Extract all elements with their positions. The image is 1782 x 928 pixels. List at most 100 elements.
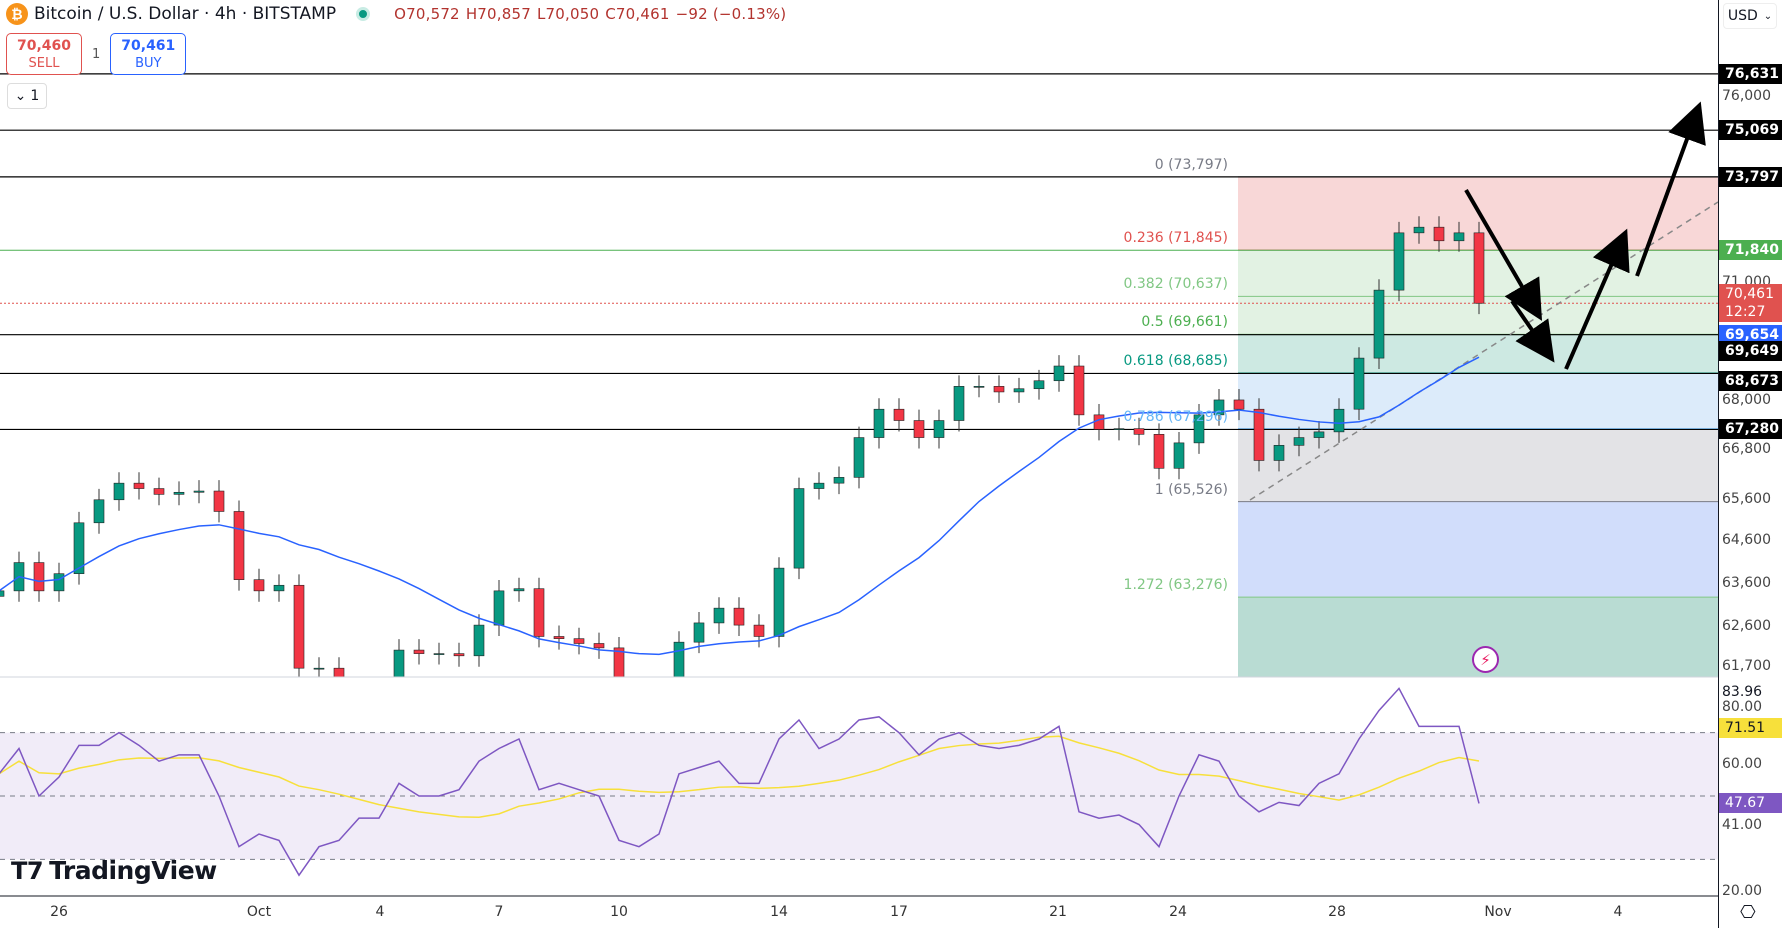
- candle-body: [733, 607, 745, 626]
- candle-body: [593, 643, 605, 649]
- time-label: Oct: [246, 904, 272, 920]
- price-badge: 68,673: [1719, 371, 1782, 392]
- candle-body: [333, 667, 345, 677]
- candle-body: [1173, 442, 1185, 469]
- candle-body: [113, 482, 125, 501]
- market-status-icon[interactable]: [356, 7, 371, 21]
- currency-select[interactable]: USD ⌄: [1723, 3, 1777, 29]
- fib-zone: [1238, 501, 1718, 598]
- tv-logo-icon: T7: [11, 856, 44, 885]
- candle-body: [133, 482, 145, 489]
- candle-body: [193, 490, 205, 493]
- candle-body: [1333, 408, 1345, 433]
- candle-body: [634, 693, 644, 704]
- fib-zone: [1238, 372, 1718, 429]
- buy-label: BUY: [135, 56, 162, 71]
- candle-body: [533, 588, 545, 637]
- symbol-title[interactable]: Bitcoin / U.S. Dollar · 4h · BITSTAMP: [34, 4, 337, 24]
- trade-panel: 70,460 SELL 1 70,461 BUY: [6, 33, 187, 75]
- close-value: C70,461: [605, 5, 670, 23]
- candle-body: [213, 490, 225, 512]
- logo-text: TradingView: [49, 856, 217, 885]
- candle-body: [1413, 226, 1425, 234]
- price-label: 61,700: [1722, 657, 1771, 674]
- candle-body: [773, 567, 785, 637]
- candle-body: [493, 590, 505, 626]
- fib-label: 1 (65,526): [1154, 481, 1228, 498]
- candle-body: [1013, 388, 1025, 393]
- arrow-up-2[interactable]: [1635, 101, 1706, 277]
- time-label: Nov: [1484, 904, 1512, 920]
- candle-body: [313, 667, 325, 670]
- candle-body: [654, 699, 664, 704]
- settings-icon[interactable]: ⎔: [1740, 902, 1756, 923]
- price-label: 63,600: [1722, 575, 1771, 592]
- lightning-icon[interactable]: ⚡: [1472, 646, 1499, 673]
- time-label: 4: [1613, 904, 1623, 920]
- candle-body: [393, 649, 405, 677]
- price-axis[interactable]: [1718, 0, 1782, 928]
- quantity[interactable]: 1: [92, 46, 101, 62]
- candle-body: [553, 636, 565, 639]
- candle-body: [1313, 431, 1325, 438]
- candle-body: [913, 420, 925, 438]
- arrow-down-2[interactable]: [1510, 299, 1555, 363]
- chevron-down-icon: ⌄: [1763, 10, 1773, 22]
- rsi-line: [0, 687, 1480, 877]
- price-label: 62,600: [1722, 618, 1771, 635]
- price-chart[interactable]: [0, 0, 1718, 897]
- candle-body: [1253, 408, 1265, 461]
- fib-zone: [1238, 334, 1718, 373]
- fib-label: 0.618 (68,685): [1123, 352, 1228, 369]
- candle-body: [853, 437, 865, 478]
- candle-body: [793, 488, 805, 569]
- price-label: 68,000: [1722, 392, 1771, 409]
- fib-label: 0 (73,797): [1154, 156, 1228, 173]
- rsi-axis-label: 80.00: [1722, 699, 1763, 715]
- symbol-header: ₿ Bitcoin / U.S. Dollar · 4h · BITSTAMP …: [6, 3, 792, 25]
- price-badge: 71,840: [1719, 240, 1782, 261]
- price-badge: 76,631: [1719, 63, 1782, 84]
- candle-body: [1153, 434, 1165, 469]
- indicators-toggle[interactable]: ⌄ 1: [7, 83, 47, 109]
- candle-body: [1473, 232, 1485, 304]
- time-label: 4: [375, 904, 385, 920]
- price-badge: 69,649: [1719, 340, 1782, 361]
- price-label: 65,600: [1722, 490, 1771, 507]
- fib-trend-line[interactable]: [1249, 201, 1718, 501]
- arrow-up-1[interactable]: [1564, 228, 1630, 370]
- moving-average-line: [0, 356, 1480, 656]
- low-value: L70,050: [536, 5, 600, 23]
- candle-body: [893, 408, 905, 421]
- candle-body: [993, 386, 1005, 393]
- drawn-arrows[interactable]: [1464, 101, 1706, 370]
- candle-body: [613, 647, 625, 677]
- open-value: O70,572: [394, 5, 460, 23]
- fib-label: 0.786 (67,296): [1123, 408, 1228, 425]
- candle-body: [1393, 232, 1405, 291]
- candle-body: [953, 386, 965, 421]
- fib-label: 0.382 (70,637): [1123, 276, 1228, 293]
- candle-body: [1373, 289, 1385, 359]
- time-label: 7: [494, 904, 504, 920]
- arrow-down-1[interactable]: [1464, 188, 1543, 321]
- candle-body: [1293, 437, 1305, 446]
- candle-body: [1193, 414, 1205, 444]
- candle-body: [933, 420, 945, 438]
- candle-body: [93, 499, 105, 524]
- fib-zone: [1238, 428, 1718, 502]
- price-badge: 73,797: [1719, 166, 1782, 187]
- ohlc-values: O70,572 H70,857 L70,050 C70,461 −92 (−0.13%): [394, 5, 792, 23]
- time-label: 26: [50, 904, 68, 920]
- candle-body: [573, 638, 585, 644]
- buy-price: 70,461: [121, 38, 176, 54]
- price-badge: 67,280: [1719, 419, 1782, 440]
- candle-body: [1453, 232, 1465, 242]
- buy-button[interactable]: 70,461 BUY: [110, 33, 187, 75]
- candle-body: [453, 653, 465, 657]
- time-label: 24: [1169, 904, 1187, 920]
- tradingview-logo[interactable]: T7 TradingView: [11, 856, 217, 885]
- sell-button[interactable]: 70,460 SELL: [6, 33, 82, 75]
- candle-body: [1213, 399, 1225, 416]
- candle-body: [673, 641, 685, 677]
